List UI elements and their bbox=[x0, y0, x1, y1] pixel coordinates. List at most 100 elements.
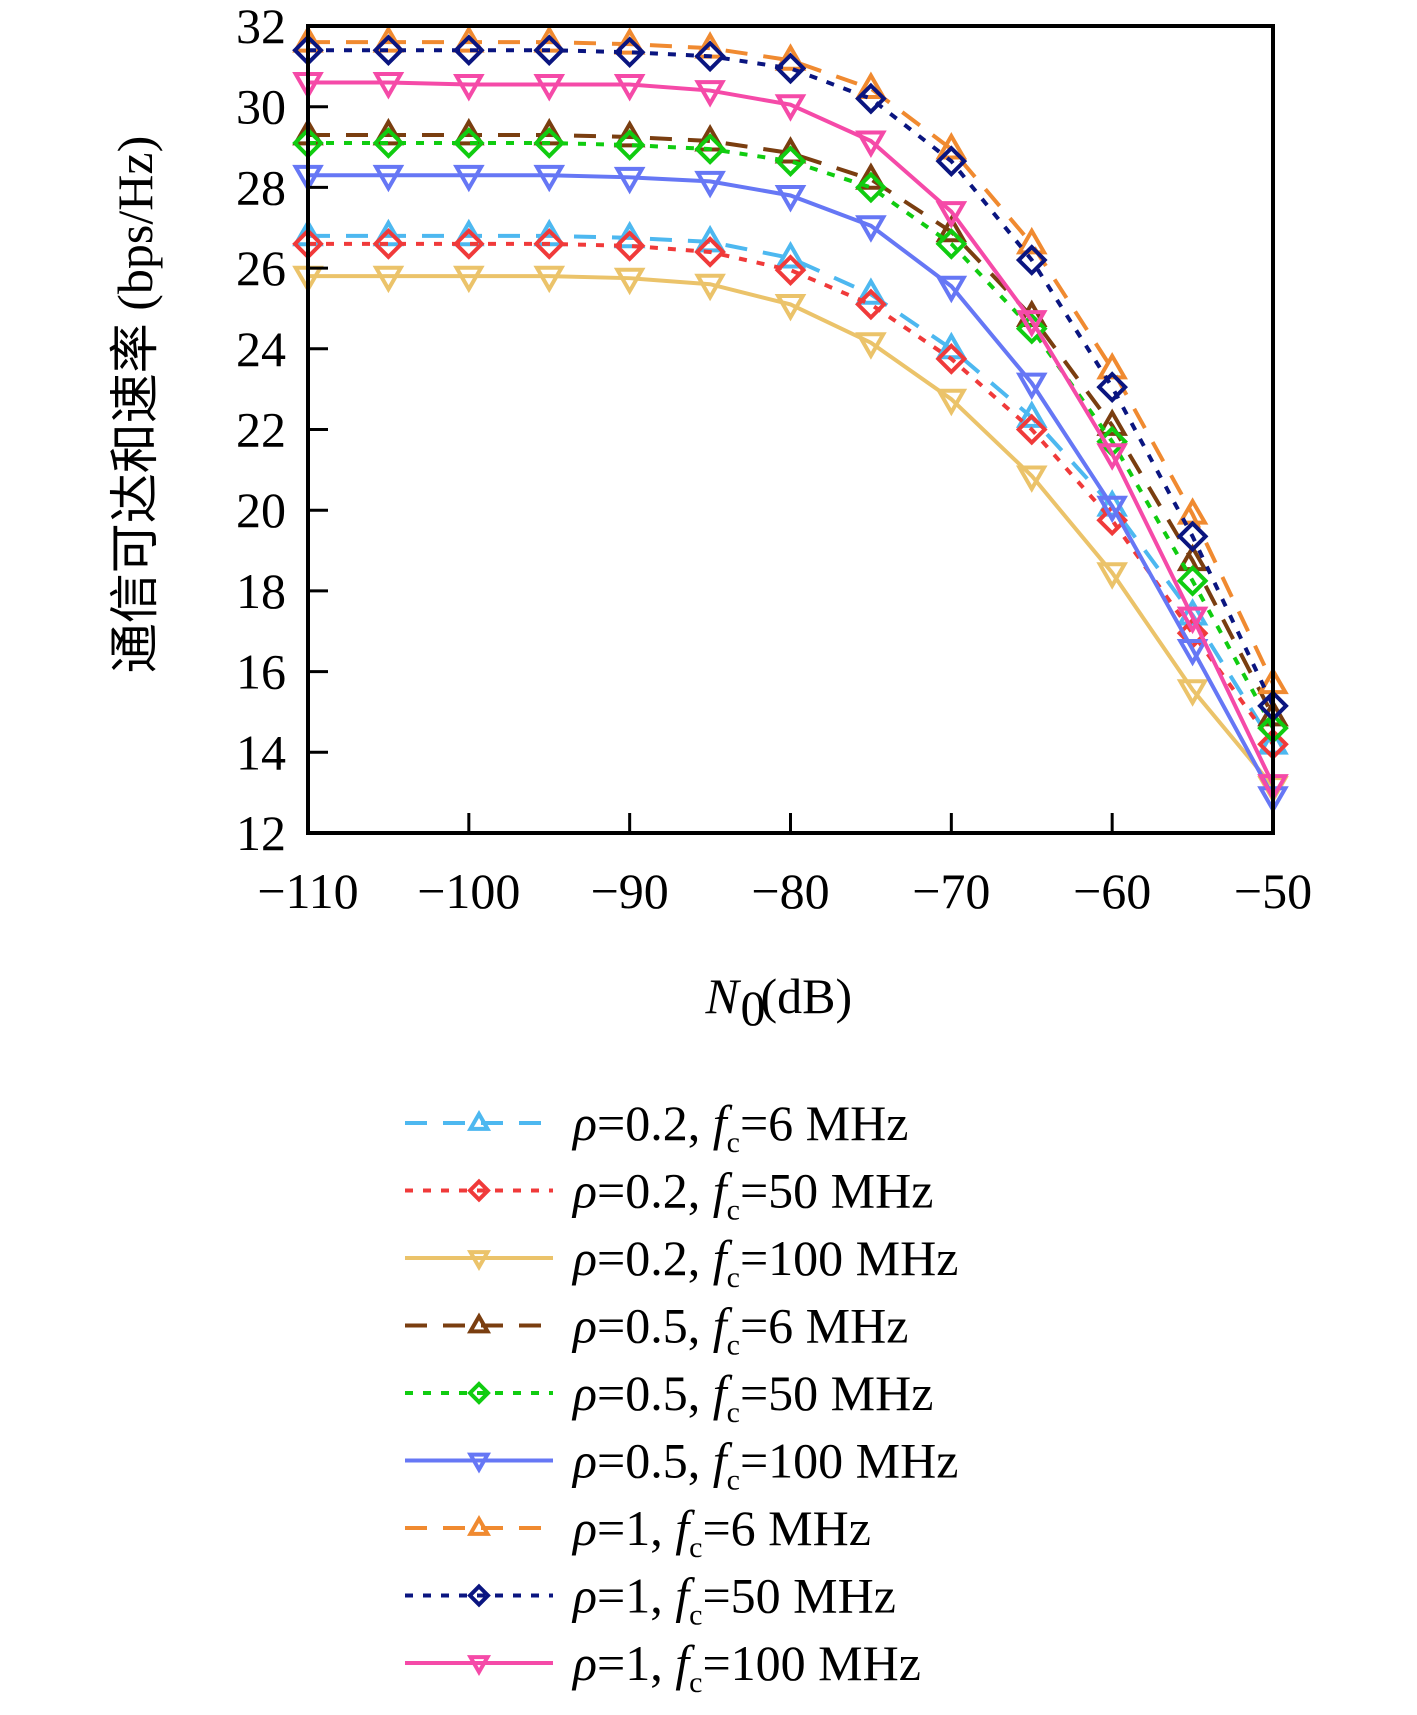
legend-marker bbox=[466, 1312, 492, 1334]
data-point bbox=[372, 25, 405, 53]
data-point bbox=[613, 36, 646, 69]
data-point bbox=[453, 127, 485, 159]
data-point bbox=[453, 25, 485, 53]
data-point bbox=[613, 230, 646, 262]
x-tick-label: −70 bbox=[912, 863, 990, 919]
legend-item: ρ=0.2, fc=100 MHz bbox=[405, 1230, 958, 1294]
legend-marker bbox=[467, 1381, 491, 1405]
data-point bbox=[855, 332, 887, 360]
data-point bbox=[453, 34, 485, 67]
data-point bbox=[1096, 504, 1128, 537]
data-point bbox=[774, 136, 807, 164]
data-point bbox=[453, 265, 485, 294]
data-point bbox=[694, 273, 726, 302]
data-point bbox=[855, 130, 887, 159]
data-point bbox=[613, 129, 646, 161]
x-tick-label: −60 bbox=[1073, 863, 1151, 919]
data-point bbox=[694, 170, 726, 199]
x-axis-title-unit: (dB) bbox=[761, 968, 853, 1024]
y-tick-label: 18 bbox=[236, 563, 286, 619]
legend-marker bbox=[466, 1514, 492, 1536]
legend-item: ρ=1, fc=100 MHz bbox=[405, 1635, 921, 1699]
y-tick-label: 14 bbox=[236, 724, 286, 780]
data-point bbox=[935, 228, 968, 260]
data-point bbox=[533, 74, 566, 102]
y-tick-label: 12 bbox=[236, 805, 286, 861]
data-point bbox=[372, 34, 405, 67]
legend-label: ρ=0.2, fc=100 MHz bbox=[571, 1230, 958, 1294]
y-tick-label: 16 bbox=[236, 644, 286, 700]
data-point bbox=[774, 254, 807, 286]
data-point bbox=[372, 218, 405, 247]
y-tick-label: 20 bbox=[236, 482, 286, 538]
data-point bbox=[774, 94, 807, 122]
legend-item: ρ=1, fc=50 MHz bbox=[405, 1568, 896, 1632]
data-point bbox=[935, 388, 968, 417]
data-point bbox=[1176, 679, 1209, 707]
data-point bbox=[1096, 408, 1128, 436]
data-point bbox=[855, 215, 887, 243]
data-point bbox=[855, 277, 887, 305]
data-point bbox=[453, 74, 485, 102]
data-point bbox=[613, 27, 646, 55]
data-point bbox=[372, 164, 405, 193]
legend-label: ρ=1, fc=6 MHz bbox=[571, 1500, 871, 1564]
series-6 bbox=[292, 164, 1289, 814]
data-point bbox=[453, 117, 485, 146]
legend-label: ρ=1, fc=50 MHz bbox=[571, 1568, 896, 1632]
data-point bbox=[533, 164, 566, 193]
y-tick-label: 26 bbox=[236, 240, 286, 296]
legend-label: ρ=1, fc=100 MHz bbox=[571, 1635, 921, 1699]
data-point bbox=[855, 288, 887, 321]
series-line bbox=[308, 80, 1275, 786]
data-point bbox=[1015, 465, 1048, 493]
legend-marker bbox=[467, 1583, 491, 1608]
legend-marker bbox=[466, 1452, 492, 1474]
data-point bbox=[1176, 606, 1209, 635]
data-point bbox=[855, 71, 887, 99]
x-tick-label: −100 bbox=[417, 863, 520, 919]
x-axis: −110 −100 −90 −80 −70 −60 −50 bbox=[257, 813, 1312, 919]
data-point bbox=[774, 293, 807, 322]
data-point bbox=[372, 72, 405, 100]
y-tick-label: 32 bbox=[236, 0, 286, 54]
x-axis-title: N 0 (dB) bbox=[705, 968, 853, 1036]
data-point bbox=[774, 43, 807, 71]
data-point bbox=[533, 265, 566, 294]
data-point bbox=[1096, 489, 1128, 517]
data-point bbox=[1096, 443, 1128, 471]
data-point bbox=[372, 127, 405, 159]
legend-label: ρ=0.2, fc=6 MHz bbox=[571, 1095, 908, 1159]
y-tick-label: 30 bbox=[236, 79, 286, 135]
data-point bbox=[935, 201, 968, 229]
y-tick-label: 22 bbox=[236, 402, 286, 458]
data-point bbox=[533, 127, 566, 159]
data-point bbox=[774, 185, 807, 213]
legend-label: ρ=0.5, fc=100 MHz bbox=[571, 1433, 958, 1497]
series-8 bbox=[292, 34, 1289, 722]
legend-marker bbox=[467, 1178, 491, 1203]
y-tick-label: 28 bbox=[236, 159, 286, 215]
legend-label: ρ=0.5, fc=6 MHz bbox=[571, 1298, 908, 1362]
data-point bbox=[935, 275, 968, 304]
legend-marker bbox=[466, 1109, 492, 1131]
data-point bbox=[613, 74, 646, 102]
series-line bbox=[308, 274, 1275, 788]
data-point bbox=[935, 214, 968, 243]
legend-marker bbox=[466, 1250, 492, 1272]
legend-item: ρ=0.5, fc=50 MHz bbox=[405, 1365, 933, 1429]
series-line bbox=[308, 132, 1275, 717]
data-point bbox=[1096, 495, 1128, 524]
series-2 bbox=[292, 228, 1289, 761]
data-point bbox=[1096, 371, 1128, 403]
data-point bbox=[453, 218, 485, 247]
series-3 bbox=[292, 265, 1289, 804]
data-point bbox=[1176, 520, 1209, 553]
data-point bbox=[613, 267, 646, 296]
data-point bbox=[1015, 312, 1048, 345]
data-point bbox=[613, 166, 646, 195]
y-axis: 12 14 16 18 20 22 24 26 28 30 32 bbox=[236, 0, 328, 861]
data-point bbox=[1096, 351, 1128, 380]
